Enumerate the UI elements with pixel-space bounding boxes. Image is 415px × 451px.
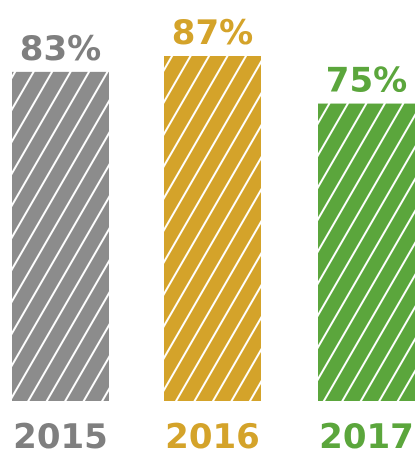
value-labels-layer: 83% 87% 75% xyxy=(20,13,407,101)
bar-2016 xyxy=(164,56,261,401)
category-labels-layer: 2015 2016 2017 xyxy=(13,417,414,451)
value-label-2015: 83% xyxy=(20,29,101,69)
bars-layer xyxy=(12,56,415,402)
category-label-2017: 2017 xyxy=(319,417,414,451)
bar-2017 xyxy=(318,103,415,401)
category-label-2016: 2016 xyxy=(165,417,260,451)
category-label-2015: 2015 xyxy=(13,417,108,451)
value-label-2016: 87% xyxy=(172,13,253,53)
value-label-2017: 75% xyxy=(326,61,407,101)
bar-2015 xyxy=(12,71,109,402)
